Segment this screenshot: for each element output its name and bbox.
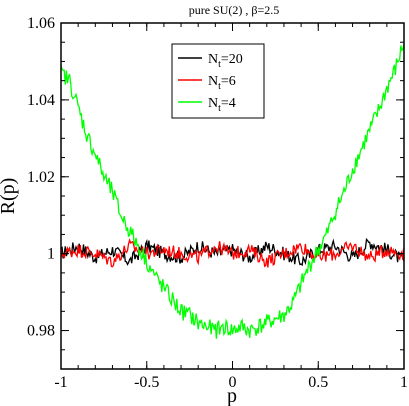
y-tick-label: 1.04 bbox=[27, 92, 55, 109]
axes: -1 -0.5 0 0.5 1 0.98 1 1.02 1.04 1.06 bbox=[27, 15, 408, 391]
x-tick-label: 0.5 bbox=[308, 374, 328, 391]
x-tick-label: 1 bbox=[400, 374, 408, 391]
series-line-nt-20 bbox=[60, 237, 405, 267]
series-line-nt-4 bbox=[60, 44, 405, 339]
series-line-nt-6 bbox=[60, 238, 405, 268]
x-tick-label: -1 bbox=[54, 374, 67, 391]
y-axis-label: R(p) bbox=[0, 178, 19, 215]
y-tick-label: 1.02 bbox=[27, 169, 55, 186]
y-tick-label: 0.98 bbox=[27, 323, 55, 340]
y-tick-label: 1 bbox=[47, 246, 55, 263]
legend: Nt=20 Nt=6 Nt=4 bbox=[171, 43, 265, 119]
legend-box bbox=[171, 43, 265, 119]
plot-area bbox=[60, 44, 405, 339]
x-tick-label: -0.5 bbox=[134, 374, 159, 391]
chart-title: pure SU(2) , β=2.5 bbox=[189, 3, 280, 17]
x-axis-label: p bbox=[227, 385, 237, 406]
legend-entry: Nt=6 bbox=[208, 74, 236, 92]
legend-entry: Nt=4 bbox=[208, 96, 236, 114]
legend-entry: Nt=20 bbox=[208, 52, 243, 70]
y-tick-label: 1.06 bbox=[27, 15, 55, 32]
x-tick-label: 0 bbox=[229, 374, 237, 391]
